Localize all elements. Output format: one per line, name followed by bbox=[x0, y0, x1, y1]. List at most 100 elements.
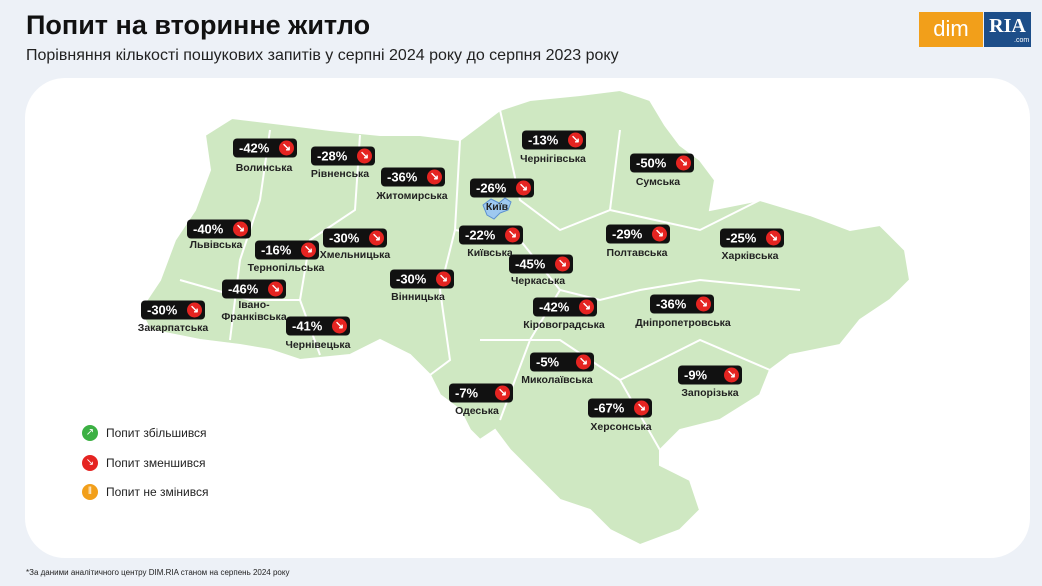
decrease-icon: ↘ bbox=[332, 318, 347, 334]
region-borders bbox=[179, 109, 801, 451]
logo-ria: RIA bbox=[984, 12, 1031, 47]
region-name: Київська bbox=[467, 247, 513, 259]
value-label: -45% bbox=[515, 256, 546, 272]
decrease-icon: ↘ bbox=[724, 367, 739, 383]
value-label: -67% bbox=[594, 400, 625, 416]
decrease-icon: ↘ bbox=[516, 180, 531, 196]
value-label: -42% bbox=[239, 140, 270, 156]
value-label: -16% bbox=[261, 242, 292, 258]
region-name: Житомирська bbox=[376, 190, 448, 202]
decrease-icon: ↘ bbox=[279, 140, 294, 156]
decrease-icon: ↘ bbox=[634, 400, 649, 416]
region-name: Волинська bbox=[235, 162, 293, 174]
kyiv-shape bbox=[482, 197, 512, 220]
value-badge: -9% ↘ bbox=[678, 365, 742, 385]
value-label: -42% bbox=[539, 299, 570, 315]
region-name: Тернопільська bbox=[247, 262, 325, 274]
value-badge: -5% ↘ bbox=[530, 352, 594, 372]
value-label: -25% bbox=[726, 230, 757, 246]
value-label: -29% bbox=[612, 226, 643, 242]
decrease-icon: ↘ bbox=[495, 385, 510, 401]
value-label: -36% bbox=[387, 169, 418, 185]
decrease-icon: ↘ bbox=[505, 227, 520, 243]
decrease-icon: ↘ bbox=[766, 230, 781, 246]
value-badge: -40% ↘ bbox=[187, 219, 251, 239]
value-label: -7% bbox=[455, 385, 479, 401]
legend-item: Попит не змінився ‖ bbox=[82, 484, 208, 500]
value-badge: -16% ↘ bbox=[255, 240, 319, 260]
decrease-icon: ↘ bbox=[576, 354, 591, 370]
title: Попит на вторинне житло bbox=[26, 10, 371, 40]
region-name: Одеська bbox=[455, 405, 499, 417]
decrease-icon: ↘ bbox=[233, 221, 248, 237]
decrease-icon: ↘ bbox=[652, 226, 667, 242]
country-shape bbox=[138, 88, 912, 547]
decrease-icon: ↘ bbox=[676, 155, 691, 171]
region-name: Чернівецька bbox=[285, 339, 351, 351]
value-badge: -26% ↘ bbox=[470, 178, 534, 198]
value-badge: -30% ↘ bbox=[390, 269, 454, 289]
region-name: Харківська bbox=[721, 250, 779, 262]
value-badge: -46% ↘ bbox=[222, 279, 286, 299]
region-name: Миколаївська bbox=[521, 374, 593, 386]
decrease-icon: ↘ bbox=[579, 299, 594, 315]
decrease-icon: ↘ bbox=[436, 271, 451, 287]
value-label: -50% bbox=[636, 155, 667, 171]
value-badge: -36% ↘ bbox=[650, 294, 714, 314]
region-name: Дніпропетровська bbox=[635, 317, 731, 329]
decrease-icon: ↘ bbox=[268, 281, 283, 297]
legend-icon: ↘ bbox=[82, 454, 98, 471]
region-name: Хмельницька bbox=[319, 249, 391, 261]
region-name: Запорізька bbox=[681, 387, 739, 399]
value-label: -36% bbox=[656, 296, 687, 312]
value-label: -26% bbox=[476, 180, 507, 196]
value-label: -5% bbox=[536, 354, 560, 370]
decrease-icon: ↘ bbox=[369, 230, 384, 246]
value-badge: -67% ↘ bbox=[588, 398, 652, 418]
region-name: Закарпатська bbox=[137, 322, 209, 334]
value-badge: -29% ↘ bbox=[606, 224, 670, 244]
region-name: Чернігівська bbox=[520, 153, 586, 165]
value-label: -30% bbox=[396, 271, 427, 287]
value-label: -13% bbox=[528, 132, 559, 148]
logo-dim: dim bbox=[919, 12, 983, 47]
region-name: Полтавська bbox=[606, 247, 668, 259]
value-badge: -42% ↘ bbox=[533, 297, 597, 317]
region-name: Черкаська bbox=[510, 275, 566, 287]
value-badge: -41% ↘ bbox=[286, 316, 350, 336]
logo-domain: .com bbox=[1014, 37, 1030, 44]
decrease-icon: ↘ bbox=[357, 148, 372, 164]
legend-item: Попит зменшився ↘ bbox=[82, 454, 205, 471]
decrease-icon: ↘ bbox=[187, 302, 202, 318]
legend-icon: ‖ bbox=[82, 484, 98, 500]
value-label: -40% bbox=[193, 221, 224, 237]
legend-item: Попит збільшився ↗ bbox=[82, 425, 207, 441]
value-badge: -30% ↘ bbox=[323, 228, 387, 248]
value-badge: -28% ↘ bbox=[311, 146, 375, 166]
value-badge: -36% ↘ bbox=[381, 167, 445, 187]
value-badge: -30% ↘ bbox=[141, 300, 205, 320]
region-name: Вінницька bbox=[391, 291, 445, 303]
value-badge: -7% ↘ bbox=[449, 383, 513, 403]
value-badge: -45% ↘ bbox=[509, 254, 573, 274]
legend-icon: ↗ bbox=[82, 425, 98, 441]
decrease-icon: ↘ bbox=[555, 256, 570, 272]
subtitle: Порівняння кількості пошукових запитів у… bbox=[26, 47, 619, 64]
value-label: -30% bbox=[147, 302, 178, 318]
region-name: Івано-Франківська bbox=[221, 299, 287, 323]
region-name: Рівненська bbox=[310, 168, 370, 180]
region-name: Херсонська bbox=[590, 421, 652, 433]
value-badge: -42% ↘ bbox=[233, 138, 297, 158]
decrease-icon: ↘ bbox=[427, 169, 442, 185]
value-badge: -22% ↘ bbox=[459, 225, 523, 245]
region-name: Сумська bbox=[635, 176, 681, 188]
value-label: -46% bbox=[228, 281, 259, 297]
value-badge: -25% ↘ bbox=[720, 228, 784, 248]
decrease-icon: ↘ bbox=[301, 242, 316, 258]
region-name: Київ bbox=[485, 201, 509, 213]
decrease-icon: ↘ bbox=[568, 132, 583, 148]
region-name: Кіровоградська bbox=[523, 319, 605, 331]
value-label: -41% bbox=[292, 318, 323, 334]
